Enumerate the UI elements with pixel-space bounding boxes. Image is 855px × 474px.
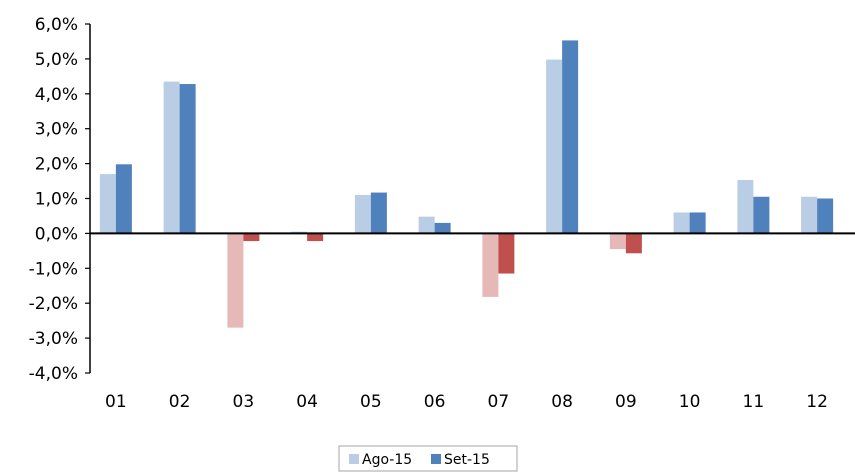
bar-set-15-11 <box>753 196 770 234</box>
bar-ago-15-10 <box>673 212 690 234</box>
bar-set-15-03 <box>243 233 260 242</box>
y-tick-label: 3,0% <box>35 120 78 140</box>
x-tick-label: 09 <box>615 392 637 412</box>
y-tick-label: 2,0% <box>35 155 78 175</box>
bar-set-15-10 <box>689 212 706 234</box>
bar-set-15-08 <box>562 40 579 234</box>
y-tick-label: -3,0% <box>29 329 78 349</box>
bar-set-15-05 <box>370 192 387 234</box>
y-tick-label: -4,0% <box>29 364 78 384</box>
x-tick-label: 07 <box>488 392 510 412</box>
y-tick-label: -1,0% <box>29 259 78 279</box>
bar-ago-15-06 <box>418 216 435 234</box>
bar-ago-15-12 <box>801 196 818 234</box>
legend-label-set-15: Set-15 <box>444 452 490 468</box>
bar-ago-15-08 <box>546 59 563 234</box>
bar-set-15-01 <box>115 164 132 234</box>
bar-set-15-04 <box>307 233 324 242</box>
bar-ago-15-11 <box>737 180 754 234</box>
x-tick-label: 06 <box>424 392 446 412</box>
x-tick-label: 11 <box>743 392 765 412</box>
y-tick-label: 4,0% <box>35 85 78 105</box>
bar-ago-15-02 <box>163 81 180 234</box>
y-tick-label: -2,0% <box>29 294 78 314</box>
bar-ago-15-05 <box>354 195 371 234</box>
x-axis: 01 02 03 04 05 06 07 08 09 10 11 12 <box>90 232 855 412</box>
x-tick-label: 01 <box>105 392 127 412</box>
y-tick-label: 6,0% <box>35 15 78 35</box>
bar-set-15-09 <box>625 233 642 254</box>
x-tick-label: 08 <box>551 392 573 412</box>
legend-swatch-ago-15 <box>349 454 359 464</box>
x-tick-label: 02 <box>169 392 191 412</box>
x-tick-label: 04 <box>296 392 318 412</box>
legend-swatch-set-15 <box>431 454 441 464</box>
bar-set-15-02 <box>179 84 196 234</box>
bars <box>99 40 834 328</box>
legend-box <box>338 445 518 472</box>
x-tick-label: 10 <box>679 392 701 412</box>
y-tick-label: 0,0% <box>35 224 78 244</box>
bar-ago-15-03 <box>227 233 244 328</box>
y-tick-label: 5,0% <box>35 50 78 70</box>
x-tick-label: 03 <box>233 392 255 412</box>
bar-set-15-06 <box>434 222 451 234</box>
legend: Ago-15 Set-15 <box>338 445 518 472</box>
bar-set-15-12 <box>817 198 834 234</box>
legend-label-ago-15: Ago-15 <box>362 452 412 468</box>
x-tick-label: 05 <box>360 392 382 412</box>
y-axis: -4,0% -3,0% -2,0% -1,0% 0,0% 1,0% 2,0% 3,0% 4,0%… <box>29 15 91 384</box>
bar-ago-15-09 <box>609 233 626 250</box>
bar-set-15-07 <box>498 233 515 274</box>
bar-ago-15-01 <box>99 174 116 234</box>
y-tick-label: 1,0% <box>35 190 78 210</box>
bar-ago-15-07 <box>482 233 499 297</box>
x-tick-label: 12 <box>806 392 828 412</box>
